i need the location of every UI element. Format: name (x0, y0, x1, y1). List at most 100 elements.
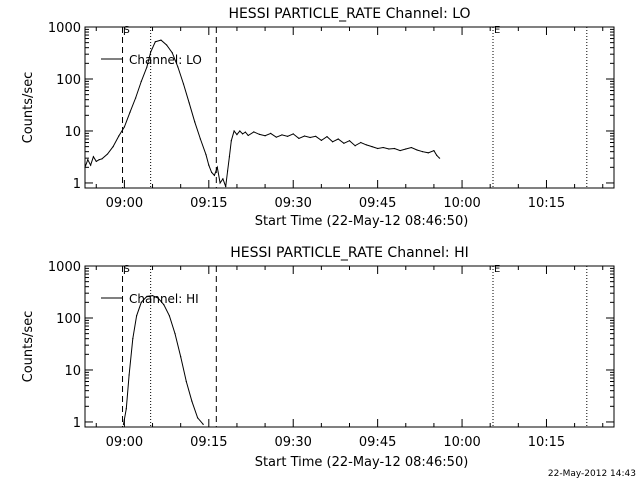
data-point (177, 66, 179, 68)
data-point (112, 146, 114, 148)
legend: Channel: LO (101, 53, 202, 67)
x-axis-label: Start Time (22-May-12 08:46:50) (255, 455, 469, 470)
data-point (95, 160, 97, 162)
x-tick-label: 09:00 (106, 196, 143, 211)
data-point (226, 170, 229, 172)
chart-title: HESSI PARTICLE_RATE Channel: LO (228, 6, 470, 22)
data-point (125, 408, 127, 410)
x-axis: 09:00 09:15 09:30 09:45 10:00 10:15 (95, 266, 604, 450)
data-point (360, 141, 362, 144)
x-axis-label: Start Time (22-May-12 08:46:50) (255, 214, 469, 229)
data-point (188, 102, 190, 104)
data-point (228, 156, 231, 158)
data-point (332, 141, 334, 143)
data-point (174, 333, 176, 335)
data-point (194, 121, 196, 123)
data-point (354, 145, 356, 147)
data-point (106, 153, 109, 155)
data-point (270, 132, 272, 134)
data-point (146, 66, 148, 68)
data-point (171, 52, 173, 54)
data-point (118, 135, 120, 137)
data-point (160, 39, 162, 41)
data-point (182, 83, 185, 85)
legend-label: Channel: LO (129, 53, 202, 67)
x-tick-label: 09:45 (359, 435, 396, 450)
series-line (123, 295, 204, 425)
data-point (292, 133, 294, 135)
x-tick-label: 09:30 (274, 435, 311, 450)
data-point (365, 144, 367, 146)
data-point (90, 164, 92, 166)
y-tick-label: 100 (56, 73, 81, 88)
data-point (92, 156, 95, 158)
data-point (377, 147, 379, 150)
data-point (303, 135, 306, 137)
data-point (388, 148, 390, 150)
data-point (286, 135, 289, 137)
y-axis-label: Counts/sec (21, 311, 36, 383)
data-point (233, 130, 235, 132)
y-tick-label: 1 (73, 416, 81, 431)
footer-timestamp: 22-May-2012 14:43 (548, 469, 636, 479)
data-point (438, 157, 441, 159)
data-point (84, 166, 86, 168)
x-tick-label: 09:15 (190, 196, 227, 211)
series-group (122, 294, 204, 425)
data-point (146, 295, 148, 298)
data-point (196, 417, 199, 419)
data-point (122, 423, 125, 425)
y-axis: 1 10 100 1000 (48, 260, 614, 431)
data-point (151, 294, 154, 297)
data-point (399, 149, 401, 152)
data-point (166, 44, 168, 46)
data-point (275, 136, 277, 138)
x-tick-label: 10:00 (443, 435, 480, 450)
data-point (436, 154, 438, 156)
data-point (416, 149, 418, 151)
y-tick-label: 1000 (48, 260, 81, 275)
data-point (140, 80, 142, 82)
data-point (123, 126, 125, 128)
data-point (241, 133, 244, 135)
data-point (202, 423, 204, 425)
data-point (253, 131, 255, 133)
data-point (87, 159, 89, 161)
data-point (298, 137, 300, 139)
x-axis: 09:00 09:15 09:30 09:45 10:00 10:15 (95, 27, 604, 211)
data-point (216, 166, 218, 168)
data-point (219, 182, 221, 184)
data-point (382, 146, 384, 149)
data-point (427, 152, 429, 154)
marker-label: S (124, 264, 130, 275)
data-point (180, 356, 182, 358)
data-point (405, 148, 407, 150)
plot-frame (84, 265, 615, 428)
data-point (281, 134, 283, 136)
data-point (236, 134, 238, 136)
data-point (222, 178, 224, 180)
chart-panel-lo: HESSI PARTICLE_RATE Channel: LO 1 10 100 100… (21, 6, 615, 229)
data-point (320, 139, 322, 141)
chart-panel-hi: HESSI PARTICLE_RATE Channel: HI 1 10 100 100… (21, 245, 615, 470)
data-point (135, 315, 138, 317)
data-point (168, 315, 171, 317)
data-point (150, 51, 152, 53)
marker-label: E (494, 264, 500, 275)
data-point (239, 130, 241, 132)
y-tick-label: 1 (73, 177, 81, 192)
data-point (225, 186, 227, 188)
data-point (315, 135, 317, 137)
x-tick-label: 10:15 (528, 196, 565, 211)
data-point (433, 149, 435, 152)
series-group (84, 39, 441, 188)
data-point (157, 297, 159, 299)
marker-label: E (494, 25, 500, 36)
data-point (101, 158, 103, 160)
data-point (163, 304, 165, 306)
x-tick-label: 09:15 (190, 435, 227, 450)
legend-label: Channel: HI (129, 292, 199, 306)
data-point (230, 140, 232, 142)
x-tick-label: 09:45 (359, 196, 396, 211)
